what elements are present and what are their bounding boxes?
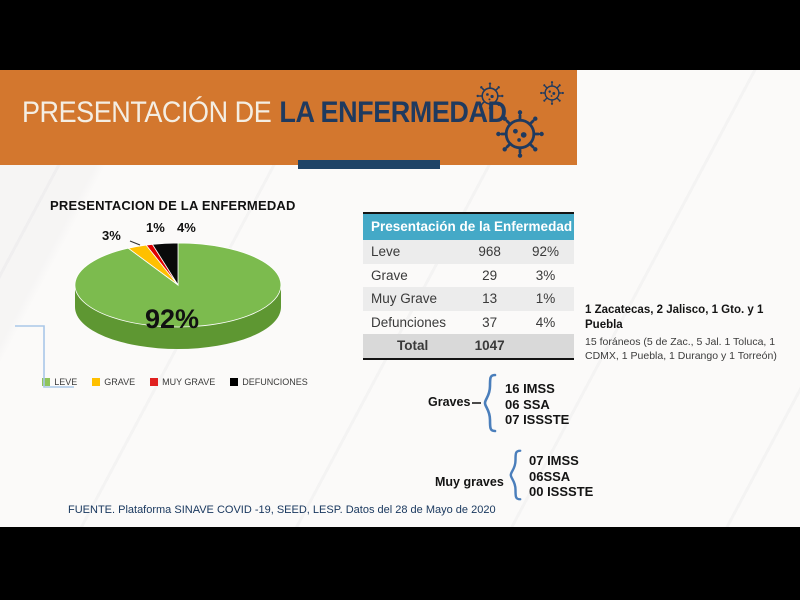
- virus-icon-small-left: [475, 81, 505, 111]
- graves-item: 06 SSA: [505, 396, 550, 412]
- table-cell-pct: 1%: [535, 291, 556, 306]
- legend-swatch-defunciones-icon: [230, 378, 239, 386]
- muy-graves-item: 00 ISSSTE: [529, 484, 594, 499]
- table-row: Muy Grave 13 1%: [363, 287, 574, 311]
- title-banner: PRESENTACIÓN DE LA ENFERMEDAD: [0, 70, 577, 165]
- foraneos-note: 15 foráneos (5 de Zac., 5 Jal. 1 Toluca,…: [585, 336, 777, 363]
- muy-graves-item: 06SSA: [529, 468, 571, 484]
- table-row: Defunciones 37 4%: [363, 311, 574, 335]
- virus-icon-small-right: [539, 80, 565, 106]
- decorative-connector-line: [15, 325, 74, 388]
- muy-graves-item: 07 IMSS: [529, 453, 579, 468]
- table-cell-label: Grave: [371, 267, 408, 283]
- legend-label-grave: GRAVE: [104, 377, 136, 387]
- table-cell-pct: 4%: [535, 314, 556, 330]
- table-cell-count: 29: [482, 267, 498, 283]
- muy-graves-items: 07 IMSS 06SSA 00 ISSSTE: [529, 453, 593, 500]
- legend-label-muy-grave: MUY GRAVE: [162, 377, 216, 387]
- legend-swatch-grave-icon: [92, 378, 101, 386]
- virus-icon-large: [494, 108, 546, 160]
- legend-label-leve: LEVE: [54, 377, 78, 387]
- table-cell-count: 968: [478, 244, 501, 259]
- pie-side: [75, 285, 281, 349]
- page-title: PRESENTACIÓN DE LA ENFERMEDAD: [22, 96, 507, 130]
- graves-item: 16 IMSS: [505, 381, 555, 396]
- table-cell-count: 13: [482, 291, 498, 306]
- graves-item: 07 ISSSTE: [505, 412, 570, 427]
- pie-chart: [74, 240, 282, 349]
- muy-graves-label: Muy graves: [435, 475, 504, 489]
- pie-label-defunciones: 4%: [177, 220, 196, 235]
- banner-accent-bar: [298, 160, 440, 169]
- table-cell-count: 37: [482, 314, 498, 330]
- states-note: 1 Zacatecas, 2 Jalisco, 1 Gto. y 1 Puebl…: [585, 304, 764, 331]
- table-row: Leve 968 92%: [363, 240, 574, 264]
- page-title-bold: LA ENFERMEDAD: [279, 96, 507, 129]
- table-cell-pct: 92%: [531, 244, 560, 259]
- table-total-pct-empty: [517, 334, 574, 358]
- pie-chart-title: PRESENTACION DE LA ENFERMEDAD: [50, 198, 296, 213]
- letterbox-bottom: [0, 527, 800, 600]
- pie-label-leve: 92%: [144, 304, 200, 334]
- table-header: Presentación de la Enfermedad: [363, 214, 574, 240]
- graves-brace-icon: [483, 373, 497, 433]
- source-footer: FUENTE. Plataforma SINAVE COVID -19, SEE…: [68, 504, 496, 516]
- pie-label-muy-grave: 1%: [146, 220, 165, 235]
- label-leader-line: [129, 240, 141, 246]
- table-row: Grave 29 3%: [363, 264, 574, 288]
- table-cell-label: Muy Grave: [371, 291, 438, 306]
- graves-dash: [472, 402, 481, 404]
- legend-item-muy-grave: MUY GRAVE: [150, 377, 215, 387]
- enfermedad-table: Presentación de la Enfermedad Leve 968 9…: [363, 212, 574, 360]
- table-total-value: 1047: [474, 338, 505, 353]
- pie-legend: LEVE GRAVE MUY GRAVE DEFUNCIONES: [10, 377, 340, 387]
- legend-swatch-muy-grave-icon: [150, 378, 159, 386]
- virus-cluster-icon: [475, 80, 565, 160]
- pie-slice-defunciones: [151, 242, 179, 287]
- table-cell-label: Defunciones: [371, 314, 447, 330]
- legend-label-defunciones: DEFUNCIONES: [242, 377, 308, 387]
- legend-swatch-leve-icon: [42, 378, 51, 386]
- pie-label-grave: 3%: [102, 228, 121, 243]
- letterbox-top: [0, 0, 800, 70]
- table-total-label: Total: [396, 338, 429, 353]
- muy-graves-brace-icon: [509, 449, 522, 501]
- legend-item-leve: LEVE: [42, 377, 77, 387]
- legend-item-grave: GRAVE: [92, 377, 135, 387]
- slide: PRESENTACIÓN DE LA ENFERMEDAD: [0, 70, 800, 527]
- graves-items: 16 IMSS 06 SSA 07 ISSSTE: [505, 381, 569, 428]
- page-title-regular: PRESENTACIÓN DE: [22, 96, 272, 129]
- table-total-row: Total 1047: [363, 334, 574, 358]
- graves-label: Graves: [428, 395, 471, 409]
- table-cell-pct: 3%: [535, 267, 556, 283]
- table-cell-label: Leve: [371, 244, 401, 259]
- legend-item-defunciones: DEFUNCIONES: [230, 377, 308, 387]
